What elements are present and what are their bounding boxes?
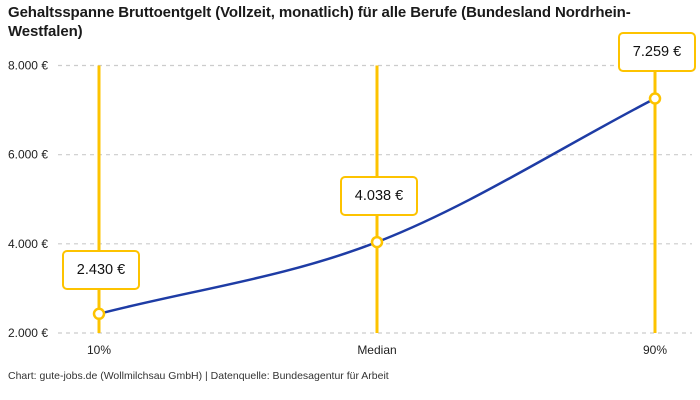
y-axis-tick-label: 4.000 €: [8, 237, 48, 251]
value-callout-median: 4.038 €: [340, 176, 418, 216]
data-point-marker: [648, 92, 662, 105]
data-point-marker: [370, 235, 384, 249]
chart-source-footer: Chart: gute-jobs.de (Wollmilchsau GmbH) …: [8, 370, 389, 382]
data-point-marker: [92, 307, 106, 321]
y-axis-tick-label: 6.000 €: [8, 148, 48, 162]
y-axis-tick-label: 2.000 €: [8, 326, 48, 340]
value-callout-10th-percentile: 2.430 €: [62, 250, 140, 290]
x-axis-tick-label: 10%: [87, 343, 111, 357]
value-callout-90th-percentile: 7.259 €: [618, 32, 696, 72]
y-axis-tick-label: 8.000 €: [8, 59, 48, 73]
x-axis-tick-label: Median: [357, 343, 396, 357]
chart-title: Gehaltsspanne Bruttoentgelt (Vollzeit, m…: [8, 4, 631, 40]
x-axis-tick-label: 90%: [643, 343, 667, 357]
